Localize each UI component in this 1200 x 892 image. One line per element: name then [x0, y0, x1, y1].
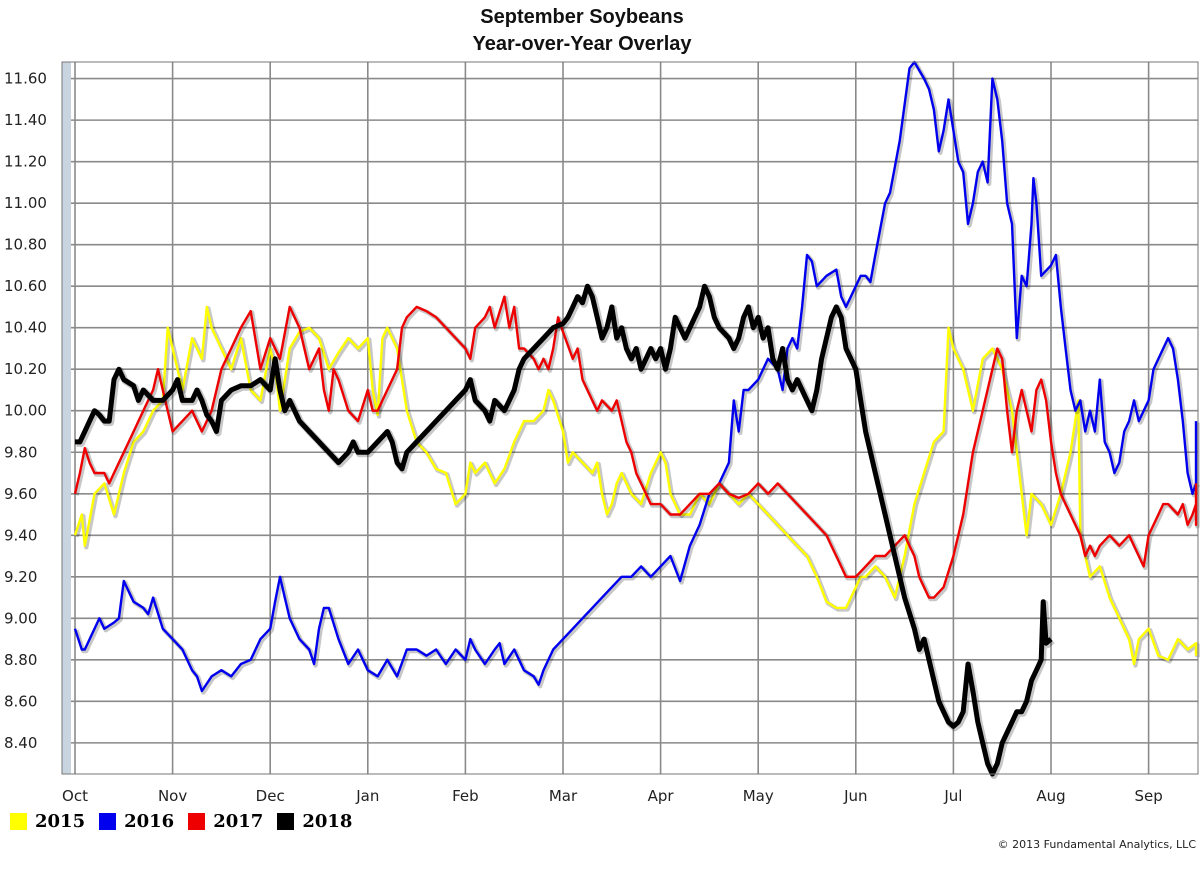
y-tick-label: 10.00 — [4, 402, 47, 420]
legend-item-2016[interactable]: 2016 — [99, 811, 174, 832]
x-tick-label: Aug — [1036, 787, 1065, 805]
legend-item-2018[interactable]: 2018 — [277, 811, 352, 832]
x-tick-label: Oct — [62, 787, 88, 805]
plot-border — [61, 61, 1199, 775]
series-line-2017[interactable] — [73, 295, 1198, 599]
y-tick-label: 8.60 — [4, 692, 37, 710]
legend-item-2017[interactable]: 2017 — [188, 811, 263, 832]
y-tick-label: 10.80 — [4, 236, 47, 254]
y-tick-label: 11.20 — [4, 153, 47, 171]
legend-label-2017: 2017 — [213, 811, 264, 832]
legend-label-2018: 2018 — [302, 811, 353, 832]
x-tick-label: Nov — [158, 787, 187, 805]
y-tick-label: 9.60 — [4, 485, 37, 503]
y-tick-label: 8.80 — [4, 651, 37, 669]
x-tick-label: Dec — [256, 787, 285, 805]
y-tick-label: 10.40 — [4, 319, 47, 337]
y-tick-label: 11.60 — [4, 70, 47, 88]
x-axis: Oct Nov Dec Jan Feb Mar Apr May Jun Jul Aug Sep — [62, 787, 1163, 805]
y-axis: 11.60 11.40 11.20 11.00 10.80 10.60 10.40 10.20… — [4, 70, 47, 752]
x-tick-label: Sep — [1134, 787, 1162, 805]
y-tick-label: 10.20 — [4, 360, 47, 378]
y-tick-label: 9.40 — [4, 526, 37, 544]
chart-subtitle: Year-over-Year Overlay — [472, 33, 692, 55]
legend-swatch-2015 — [10, 813, 27, 830]
x-tick-label: Jun — [843, 787, 867, 805]
legend-item-2015[interactable]: 2015 — [10, 811, 85, 832]
x-tick-label: Jan — [355, 787, 379, 805]
x-tick-label: May — [743, 787, 774, 805]
legend-label-2016: 2016 — [124, 811, 175, 832]
legend-swatch-2016 — [99, 813, 117, 830]
x-tick-label: Jul — [943, 787, 962, 805]
series-line-2016[interactable] — [73, 60, 1198, 693]
copyright-credit: © 2013 Fundamental Analytics, LLC — [997, 838, 1196, 851]
chart-title: September Soybeans — [480, 6, 683, 28]
y-tick-label: 9.20 — [4, 568, 37, 586]
legend-swatch-2018 — [277, 813, 295, 830]
y-tick-label: 9.00 — [4, 609, 37, 627]
y-tick-label: 11.40 — [4, 111, 47, 129]
y-tick-label: 9.80 — [4, 443, 37, 461]
y-tick-label: 11.00 — [4, 194, 47, 212]
y-tick-label: 8.40 — [4, 734, 37, 752]
series-layer — [73, 60, 1200, 779]
series-line-2018[interactable] — [75, 283, 1053, 777]
legend: 2015 2016 2017 2018 — [10, 811, 366, 832]
legend-label-2015: 2015 — [35, 811, 86, 832]
y-tick-label: 10.60 — [4, 277, 47, 295]
legend-swatch-2017 — [188, 813, 206, 830]
x-tick-label: Feb — [452, 787, 479, 805]
left-axis-bar — [62, 62, 71, 774]
series-line-2015[interactable] — [73, 305, 1198, 666]
x-tick-label: Apr — [648, 787, 675, 805]
x-tick-label: Mar — [549, 787, 578, 805]
